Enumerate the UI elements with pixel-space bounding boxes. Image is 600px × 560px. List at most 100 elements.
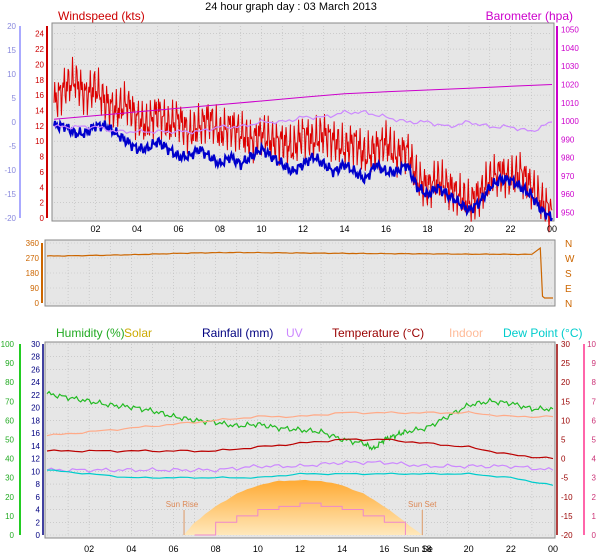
outer-left-tick: -20: [4, 214, 16, 223]
humidity-left-tick: 0: [10, 531, 15, 540]
wind-x-tick-14: 14: [339, 224, 349, 234]
dir-compass-label: E: [565, 284, 572, 295]
humidity-left-tick: 80: [5, 378, 14, 387]
baro-right-tick: 960: [561, 190, 575, 199]
baro-right-tick: 950: [561, 209, 575, 218]
baro-right-tick: 970: [561, 172, 575, 181]
uv-right-tick: 1: [592, 512, 597, 521]
temp-right-tick: -5: [561, 474, 569, 483]
wind-x-tick-18: 18: [422, 224, 432, 234]
rain-left-tick: 28: [31, 353, 40, 362]
uv-right-tick: 5: [592, 436, 597, 445]
dir-compass-label: W: [565, 254, 575, 265]
sunrise-label: Sun Rise: [166, 500, 199, 509]
temp-right-tick: 0: [561, 455, 566, 464]
wind-left-tick: 24: [35, 30, 44, 39]
climate-x-tick-20: 20: [464, 544, 474, 554]
temp-right-tick: 15: [561, 397, 570, 406]
climate-x-tick-02: 02: [84, 544, 94, 554]
dir-left-tick: 180: [26, 269, 40, 278]
rain-left-tick: 14: [31, 442, 40, 451]
baro-right-tick: 1030: [561, 62, 579, 71]
wind-left-tick: 8: [40, 153, 45, 162]
uv-right-tick: 0: [592, 531, 597, 540]
humidity-label: Humidity (%): [56, 326, 125, 340]
temp-right-tick: -20: [561, 531, 573, 540]
humidity-left-tick: 90: [5, 359, 14, 368]
rain-left-tick: 4: [36, 506, 41, 515]
outer-left-tick: 5: [12, 94, 17, 103]
rain-left-tick: 8: [36, 480, 41, 489]
panel-climate: Humidity (%) Solar Rainfall (mm) UV Temp…: [1, 326, 597, 554]
rain-left-tick: 10: [31, 467, 40, 476]
wind-series-0: [53, 56, 553, 233]
wind-x-tick-10: 10: [256, 224, 266, 234]
rain-left-tick: 26: [31, 365, 40, 374]
uv-label: UV: [286, 326, 303, 340]
wind-left-tick: 20: [35, 60, 44, 69]
wind-x-tick-16: 16: [381, 224, 391, 234]
humidity-left-tick: 40: [5, 455, 14, 464]
temp-right-tick: 5: [561, 436, 566, 445]
outer-left-tick: 0: [12, 118, 17, 127]
wind-left-tick: 0: [40, 214, 45, 223]
temperature-label: Temperature (°C): [332, 326, 424, 340]
wind-x-tick-20: 20: [464, 224, 474, 234]
wind-x-tick-22: 22: [505, 224, 515, 234]
dir-left-tick: 360: [26, 239, 40, 248]
outer-left-tick: -5: [9, 142, 17, 151]
rain-left-tick: 30: [31, 340, 40, 349]
temp-right-tick: -15: [561, 512, 573, 521]
rain-left-tick: 18: [31, 416, 40, 425]
wind-x-tick-12: 12: [298, 224, 308, 234]
wind-left-tick: 6: [40, 168, 45, 177]
climate-x-tick-22: 22: [506, 544, 516, 554]
rain-left-tick: 20: [31, 404, 40, 413]
outer-left-tick: 10: [7, 70, 16, 79]
climate-x-tick-14: 14: [337, 544, 347, 554]
windspeed-axis-label: Windspeed (kts): [58, 9, 145, 23]
climate-x-tick-00: 00: [548, 544, 558, 554]
wind-left-tick: 16: [35, 91, 44, 100]
uv-right-tick: 4: [592, 455, 597, 464]
uv-right-tick: 7: [592, 397, 597, 406]
climate-series-dew-point: [47, 469, 554, 486]
rainfall-label: Rainfall (mm): [202, 326, 273, 340]
uv-step-line: [194, 502, 406, 536]
dir-compass-label: S: [565, 269, 572, 280]
temp-right-tick: 25: [561, 359, 570, 368]
climate-x-tick-10: 10: [253, 544, 263, 554]
temp-right-tick: 20: [561, 378, 570, 387]
baro-right-tick: 980: [561, 154, 575, 163]
outer-left-tick: -15: [4, 190, 16, 199]
climate-x-tick-08: 08: [211, 544, 221, 554]
solar-area: [184, 479, 423, 535]
temp-right-tick: 10: [561, 416, 570, 425]
humidity-left-tick: 60: [5, 416, 14, 425]
uv-right-tick: 3: [592, 474, 597, 483]
rain-left-tick: 12: [31, 455, 40, 464]
wind-x-tick-06: 06: [173, 224, 183, 234]
wind-x-tick-04: 04: [132, 224, 142, 234]
wind-series-1: [53, 118, 553, 222]
baro-right-tick: 1010: [561, 99, 579, 108]
baro-right-tick: 1000: [561, 117, 579, 126]
rain-left-tick: 0: [36, 531, 41, 540]
uv-right-tick: 10: [587, 340, 596, 349]
baro-right-tick: 990: [561, 135, 575, 144]
wind-left-tick: 2: [40, 199, 45, 208]
sunset-x-tick: Sun Se: [403, 544, 433, 554]
climate-series-humidity: [46, 390, 554, 451]
humidity-left-tick: 30: [5, 474, 14, 483]
outer-left-tick: 15: [7, 46, 16, 55]
panel-wind-baro: Windspeed (kts) Barometer (hpa) 24222018…: [4, 9, 579, 234]
dir-compass-label: N: [565, 299, 572, 310]
chart-title: 24 hour graph day : 03 March 2013: [205, 1, 377, 13]
humidity-left-tick: 20: [5, 493, 14, 502]
baro-right-tick: 1040: [561, 44, 579, 53]
rain-left-tick: 24: [31, 378, 40, 387]
panel-wind-direction: 360 N 270 W 180 S 90 E 0 N: [26, 239, 575, 310]
humidity-left-tick: 70: [5, 397, 14, 406]
